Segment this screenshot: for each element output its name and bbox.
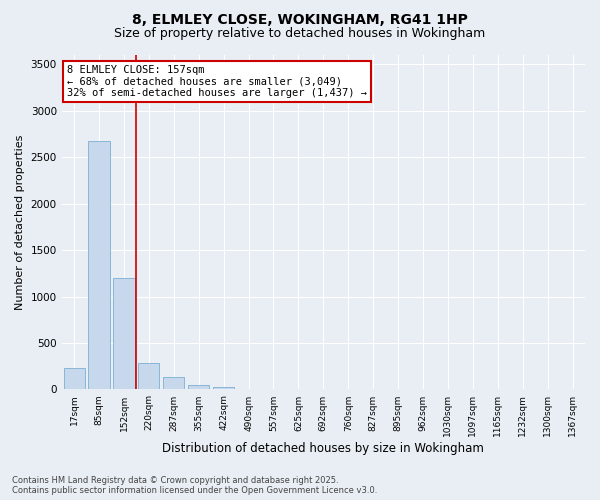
- Bar: [113, 278, 134, 390]
- Y-axis label: Number of detached properties: Number of detached properties: [15, 134, 25, 310]
- Text: 8 ELMLEY CLOSE: 157sqm
← 68% of detached houses are smaller (3,049)
32% of semi-: 8 ELMLEY CLOSE: 157sqm ← 68% of detached…: [67, 65, 367, 98]
- Bar: [64, 368, 85, 390]
- X-axis label: Distribution of detached houses by size in Wokingham: Distribution of detached houses by size …: [163, 442, 484, 455]
- Bar: [213, 386, 234, 390]
- Bar: [138, 364, 160, 390]
- Bar: [238, 388, 259, 390]
- Text: Contains HM Land Registry data © Crown copyright and database right 2025.
Contai: Contains HM Land Registry data © Crown c…: [12, 476, 377, 495]
- Text: Size of property relative to detached houses in Wokingham: Size of property relative to detached ho…: [115, 28, 485, 40]
- Bar: [88, 142, 110, 390]
- Bar: [163, 378, 184, 390]
- Text: 8, ELMLEY CLOSE, WOKINGHAM, RG41 1HP: 8, ELMLEY CLOSE, WOKINGHAM, RG41 1HP: [132, 12, 468, 26]
- Bar: [188, 385, 209, 390]
